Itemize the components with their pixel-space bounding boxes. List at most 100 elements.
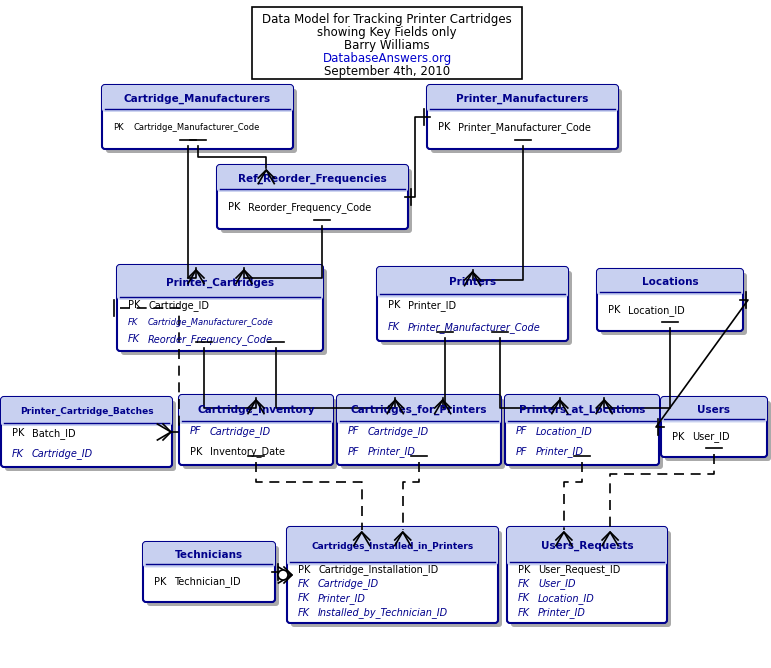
Text: Ref_Reorder_Frequencies: Ref_Reorder_Frequencies [238,173,387,184]
FancyBboxPatch shape [507,527,667,565]
FancyBboxPatch shape [221,169,412,233]
FancyBboxPatch shape [377,267,568,297]
Text: Data Model for Tracking Printer Cartridges: Data Model for Tracking Printer Cartridg… [262,13,512,25]
Text: Printer_ID: Printer_ID [318,593,366,604]
Text: PK: PK [128,301,140,311]
Text: PK: PK [12,428,25,438]
Text: Printer_Cartridge_Batches: Printer_Cartridge_Batches [20,407,153,416]
FancyBboxPatch shape [179,395,333,465]
Text: Cartridge_Installation_ID: Cartridge_Installation_ID [318,564,438,575]
Text: Reorder_Frequency_Code: Reorder_Frequency_Code [248,202,372,213]
Text: Barry Williams: Barry Williams [344,39,429,51]
FancyBboxPatch shape [427,85,618,149]
Circle shape [278,570,288,580]
Text: PK: PK [298,564,311,574]
FancyBboxPatch shape [287,527,498,565]
Text: FK: FK [128,335,140,345]
Text: PF: PF [516,447,527,457]
Text: PK: PK [190,447,202,457]
Text: PK: PK [388,301,400,311]
Text: Printer_ID: Printer_ID [538,607,586,619]
Text: PK: PK [154,576,167,587]
FancyBboxPatch shape [381,271,572,345]
Text: Users_Requests: Users_Requests [540,541,633,551]
Text: Cartridge_ID: Cartridge_ID [318,578,379,589]
Text: Locations: Locations [641,277,699,287]
FancyBboxPatch shape [287,527,498,623]
Text: FK: FK [298,593,310,603]
FancyBboxPatch shape [597,269,743,295]
FancyBboxPatch shape [661,397,767,422]
Text: Printer_Manufacturer_Code: Printer_Manufacturer_Code [408,322,540,333]
Text: FK: FK [298,579,310,589]
Text: User_Request_ID: User_Request_ID [538,564,621,575]
Text: Cartridge_ID: Cartridge_ID [148,300,209,311]
Text: Cartridges_for_Printers: Cartridges_for_Printers [351,404,487,415]
Text: Printer_Cartridges: Printer_Cartridges [166,277,274,287]
Text: Inventory_Date: Inventory_Date [210,446,285,457]
Text: Printers: Printers [449,277,496,287]
FancyBboxPatch shape [183,399,337,469]
FancyBboxPatch shape [291,531,502,627]
FancyBboxPatch shape [505,395,659,465]
FancyBboxPatch shape [601,273,747,335]
FancyBboxPatch shape [427,85,618,112]
FancyBboxPatch shape [507,527,667,623]
FancyBboxPatch shape [505,395,659,424]
FancyBboxPatch shape [121,269,327,355]
FancyBboxPatch shape [106,89,297,153]
Text: Printers_at_Locations: Printers_at_Locations [519,404,645,415]
FancyBboxPatch shape [217,165,408,229]
Text: FK: FK [518,608,530,618]
FancyBboxPatch shape [5,401,176,471]
FancyBboxPatch shape [1,397,172,467]
Text: Cartridge_ID: Cartridge_ID [210,426,271,437]
Text: Location_ID: Location_ID [536,426,593,437]
Text: Printer_ID: Printer_ID [536,446,584,457]
Text: PF: PF [348,447,359,457]
FancyBboxPatch shape [143,542,275,602]
Text: Cartridge_Manufacturer_Code: Cartridge_Manufacturer_Code [148,318,274,327]
FancyBboxPatch shape [337,395,501,424]
Text: Printer_Manufacturer_Code: Printer_Manufacturer_Code [458,122,591,133]
FancyBboxPatch shape [1,397,172,426]
Text: PK: PK [608,305,621,315]
Text: Cartridge_Manufacturer_Code: Cartridge_Manufacturer_Code [133,123,259,132]
Text: PF: PF [190,426,201,436]
FancyBboxPatch shape [509,399,663,469]
Text: PK: PK [672,432,685,442]
Text: FK: FK [388,322,400,332]
Text: Technicians: Technicians [175,550,243,560]
Text: Cartridge_ID: Cartridge_ID [32,448,93,459]
Text: Reorder_Frequency_Code: Reorder_Frequency_Code [148,334,273,345]
Text: Installed_by_Technician_ID: Installed_by_Technician_ID [318,607,448,619]
Text: Technician_ID: Technician_ID [174,576,241,587]
Text: Cartridges_Installed_in_Printers: Cartridges_Installed_in_Printers [311,542,473,551]
Text: PK: PK [113,123,123,132]
FancyBboxPatch shape [511,531,671,627]
Text: PF: PF [348,426,359,436]
Text: FK: FK [518,593,530,603]
FancyBboxPatch shape [217,165,408,192]
Text: PK: PK [518,564,530,574]
Text: FK: FK [518,579,530,589]
FancyBboxPatch shape [143,542,275,567]
Text: FK: FK [128,318,138,327]
FancyBboxPatch shape [341,399,505,469]
Text: Cartridge_ID: Cartridge_ID [368,426,429,437]
Text: showing Key Fields only: showing Key Fields only [317,25,456,39]
Text: User_ID: User_ID [538,578,575,589]
FancyBboxPatch shape [179,395,333,424]
Text: Printer_Manufacturers: Printer_Manufacturers [456,94,589,104]
FancyBboxPatch shape [377,267,568,341]
FancyBboxPatch shape [597,269,743,331]
Text: Location_ID: Location_ID [628,305,685,315]
Text: Location_ID: Location_ID [538,593,594,604]
Text: Printer_ID: Printer_ID [368,446,416,457]
Text: PK: PK [438,122,450,132]
Text: Printer_ID: Printer_ID [408,300,456,311]
Text: Users: Users [698,405,730,415]
Text: FK: FK [12,449,24,459]
FancyBboxPatch shape [102,85,293,149]
Text: September 4th, 2010: September 4th, 2010 [324,65,450,77]
